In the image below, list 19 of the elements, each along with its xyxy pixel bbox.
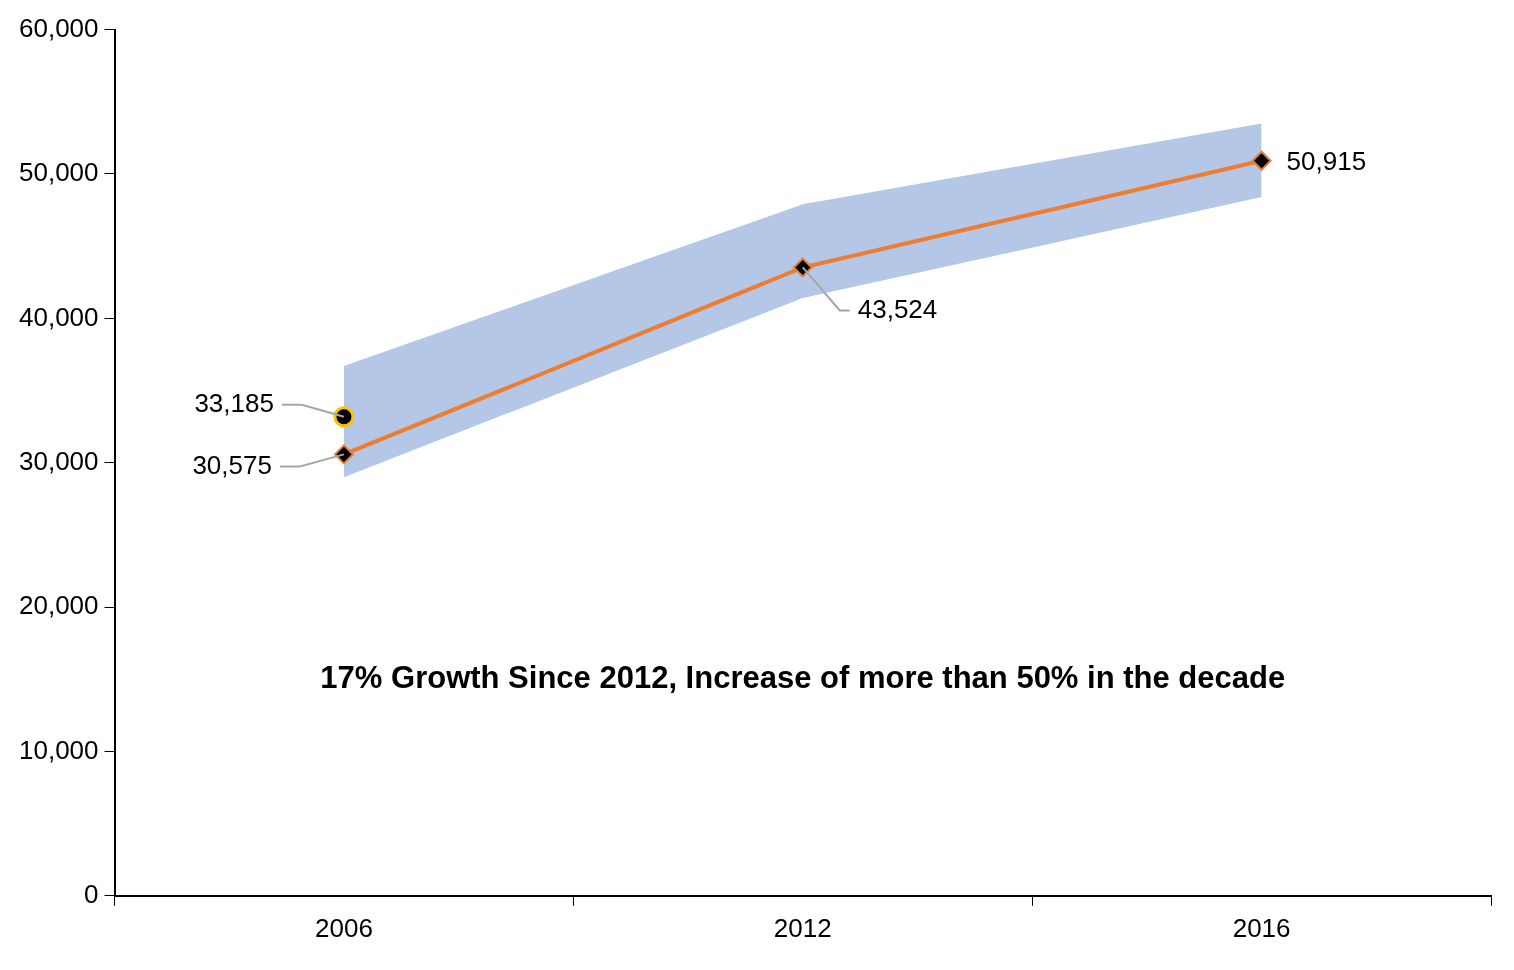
y-tick-label: 50,000	[18, 157, 99, 188]
data-label: 43,524	[857, 293, 938, 324]
y-tick-label: 40,000	[18, 301, 99, 332]
data-label: 50,915	[1286, 145, 1367, 176]
y-tick-label: 10,000	[18, 734, 99, 765]
point	[1251, 150, 1272, 171]
y-tick-label: 20,000	[18, 590, 99, 621]
data-label: 33,185	[194, 387, 274, 418]
point	[333, 406, 355, 428]
x-tick-label: 2006	[315, 912, 373, 943]
y-tick-label: 60,000	[18, 12, 99, 43]
point	[333, 444, 354, 465]
y-tick-label: 0	[84, 878, 99, 909]
data-label: 30,575	[192, 449, 272, 480]
x-tick-label: 2016	[1232, 912, 1291, 943]
x-tick-label: 2012	[773, 912, 832, 943]
y-tick-label: 30,000	[18, 445, 99, 476]
annotation: 17% Growth Since 2012, Increase of more than 50% in the decade	[320, 659, 1286, 695]
point	[792, 257, 813, 278]
